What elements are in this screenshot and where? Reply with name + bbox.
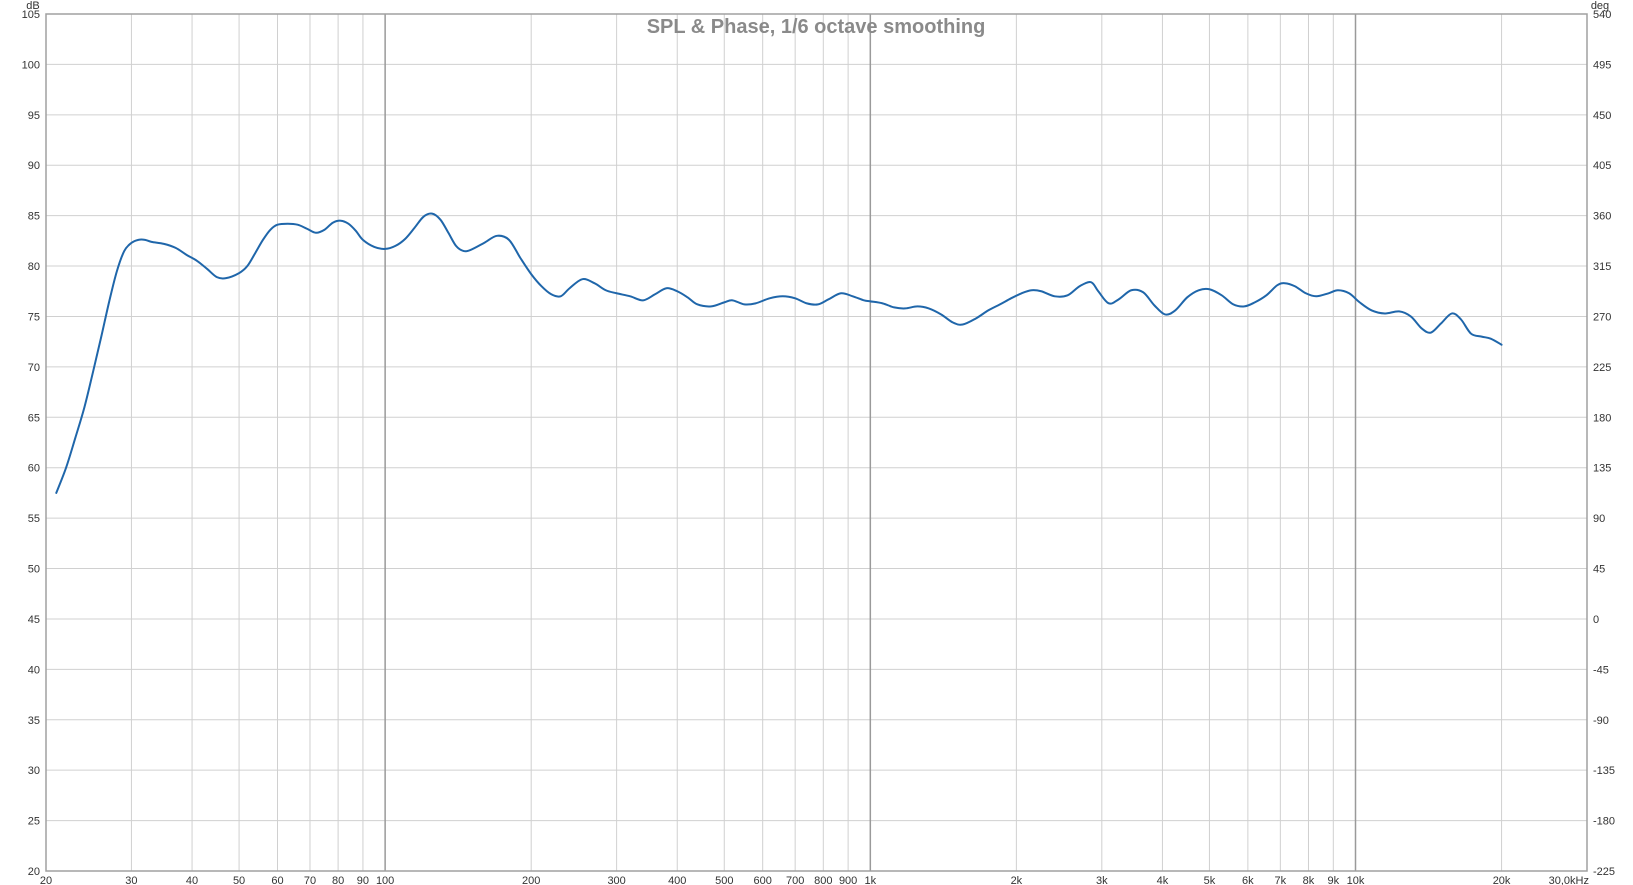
x-tick-label: 800 <box>814 875 832 885</box>
y-left-tick-label: 45 <box>28 614 40 626</box>
y-right-tick-label: 450 <box>1593 110 1611 122</box>
x-tick-label: 700 <box>786 875 804 885</box>
y-right-tick-label: 90 <box>1593 513 1605 525</box>
x-tick-label: 6k <box>1242 875 1254 885</box>
y-left-tick-label: 20 <box>28 866 40 878</box>
x-tick-label: 200 <box>522 875 540 885</box>
y-right-tick-label: 45 <box>1593 564 1605 576</box>
spl-series-line <box>55 212 1503 494</box>
right-axis-unit: deg <box>1591 0 1609 12</box>
y-left-tick-label: 105 <box>22 9 40 21</box>
y-left-tick-label: 75 <box>28 311 40 323</box>
x-tick-label: 100 <box>376 875 394 885</box>
x-tick-label: 9k <box>1327 875 1339 885</box>
y-left-tick-label: 90 <box>28 160 40 172</box>
plot-frame <box>45 13 1588 872</box>
x-tick-label: 8k <box>1303 875 1315 885</box>
y-left-tick-label: 55 <box>28 513 40 525</box>
x-tick-label: 70 <box>304 875 316 885</box>
x-tick-label: 40 <box>186 875 198 885</box>
y-right-tick-label: -180 <box>1593 816 1615 828</box>
x-tick-label: 400 <box>668 875 686 885</box>
x-tick-label: 5k <box>1204 875 1216 885</box>
y-right-tick-label: 0 <box>1593 614 1599 626</box>
y-left-tick-label: 70 <box>28 362 40 374</box>
y-left-tick-label: 100 <box>22 59 40 71</box>
x-tick-label: 7k <box>1275 875 1287 885</box>
y-left-tick-label: 60 <box>28 463 40 475</box>
y-right-tick-label: -45 <box>1593 664 1609 676</box>
x-tick-label: 60 <box>271 875 283 885</box>
left-axis-unit: dB <box>26 0 39 12</box>
y-left-tick-label: 30 <box>28 765 40 777</box>
x-tick-label: 80 <box>332 875 344 885</box>
x-tick-label: 30,0kHz <box>1549 875 1589 885</box>
y-right-tick-label: 405 <box>1593 160 1611 172</box>
y-left-tick-label: 25 <box>28 816 40 828</box>
x-tick-label: 50 <box>233 875 245 885</box>
plot-background <box>46 14 1587 871</box>
y-right-tick-label: 315 <box>1593 261 1611 273</box>
x-tick-label: 600 <box>754 875 772 885</box>
label-layer: 105 100 95 90 85 80 75 70 65 60 55 50 45 40 35 30 25 20 54… <box>22 9 1615 885</box>
x-tick-label: 20 <box>40 875 52 885</box>
y-right-tick-label: 180 <box>1593 412 1611 424</box>
y-right-tick-label: -225 <box>1593 866 1615 878</box>
x-tick-label: 10k <box>1347 875 1365 885</box>
x-tick-label: 900 <box>839 875 857 885</box>
chart-title: SPL & Phase, 1/6 octave smoothing <box>647 16 986 38</box>
x-tick-label: 90 <box>357 875 369 885</box>
y-right-tick-label: -135 <box>1593 765 1615 777</box>
series-layer <box>55 212 1503 494</box>
y-left-tick-label: 65 <box>28 412 40 424</box>
y-left-tick-label: 85 <box>28 211 40 223</box>
y-left-tick-label: 40 <box>28 664 40 676</box>
y-right-tick-label: 360 <box>1593 211 1611 223</box>
x-tick-label: 500 <box>715 875 733 885</box>
y-left-tick-label: 80 <box>28 261 40 273</box>
x-tick-label: 30 <box>125 875 137 885</box>
y-right-tick-label: 540 <box>1593 9 1611 21</box>
x-tick-label: 2k <box>1011 875 1023 885</box>
y-right-tick-label: 270 <box>1593 311 1611 323</box>
y-right-tick-label: 135 <box>1593 463 1611 475</box>
x-tick-label: 1k <box>865 875 877 885</box>
y-left-tick-label: 35 <box>28 715 40 727</box>
grid-layer <box>46 13 1587 872</box>
x-tick-label: 300 <box>607 875 625 885</box>
x-tick-label: 4k <box>1157 875 1169 885</box>
y-right-tick-label: 495 <box>1593 59 1611 71</box>
y-left-tick-label: 50 <box>28 564 40 576</box>
x-tick-label: 3k <box>1096 875 1108 885</box>
y-right-tick-label: 225 <box>1593 362 1611 374</box>
y-right-tick-label: -90 <box>1593 715 1609 727</box>
y-left-tick-label: 95 <box>28 110 40 122</box>
x-tick-label: 20k <box>1493 875 1511 885</box>
